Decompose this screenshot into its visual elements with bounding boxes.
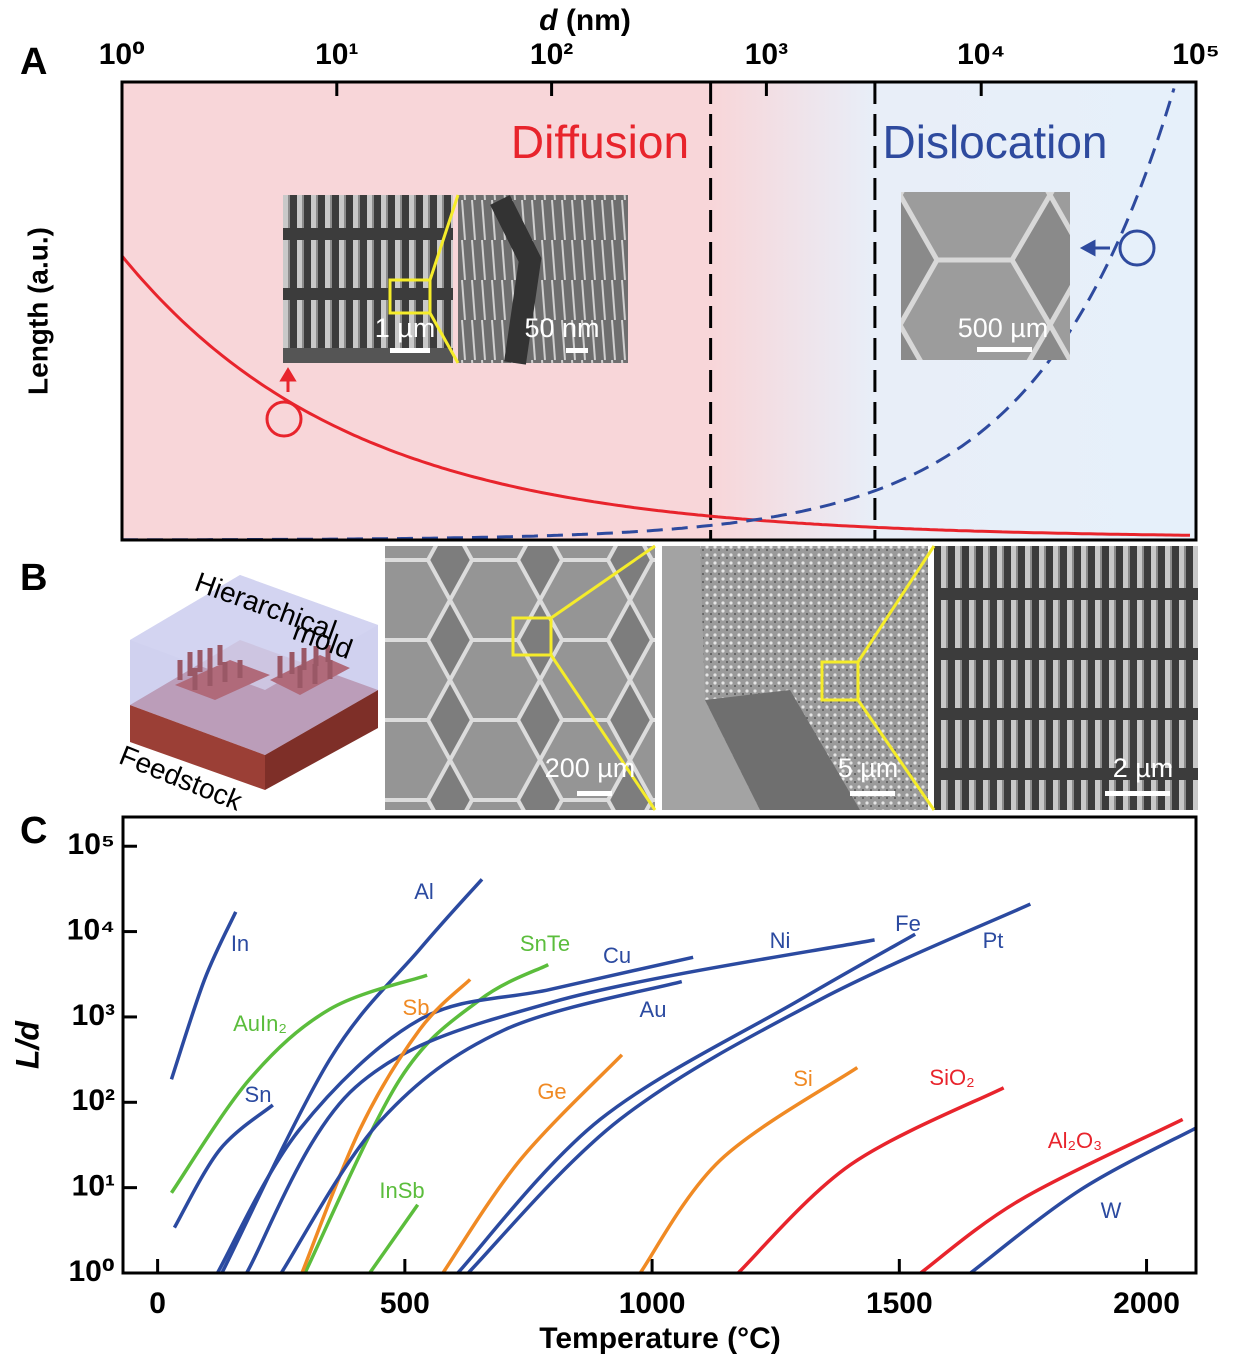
panel-label: C (20, 810, 47, 852)
scale-bar (390, 348, 430, 353)
series-line (222, 879, 482, 1273)
scale-bar-label: 2 µm (1113, 753, 1174, 783)
series-label: SiO₂ (929, 1065, 974, 1090)
x-axis-label: d (nm) (539, 4, 631, 37)
series-line (370, 1205, 418, 1273)
series-line (171, 975, 427, 1193)
x-tick-label: 10⁴ (957, 38, 1005, 71)
series-label: Fe (895, 911, 921, 936)
y-tick-label: 10¹ (72, 1170, 115, 1203)
series-label: In (231, 931, 249, 956)
x-tick-label: 10³ (745, 38, 788, 71)
series-line (171, 912, 235, 1079)
series-label: Ni (770, 928, 791, 953)
series-label: Sn (245, 1082, 272, 1107)
series-label: Au (640, 997, 667, 1022)
region-label: Diffusion (511, 116, 689, 168)
series-label: Al₂O₃ (1048, 1128, 1102, 1153)
series-line (217, 957, 693, 1273)
series-label: W (1101, 1198, 1122, 1223)
series-line (281, 982, 682, 1273)
y-tick-label: 10⁰ (68, 1255, 115, 1288)
scale-bar-label: 5 µm (838, 753, 899, 783)
y-tick-label: 10³ (72, 999, 115, 1032)
series-label: Cu (603, 943, 631, 968)
series-label: SnTe (520, 931, 570, 956)
x-tick-label: 10¹ (315, 38, 358, 71)
x-tick-label: 10⁵ (1172, 38, 1219, 71)
sem-images-b: 200 µm 5 µm 2 µm (385, 546, 1198, 810)
scale-bar (577, 791, 612, 796)
x-axis-label-unit: (nm) (566, 4, 631, 37)
series-label: Ge (537, 1079, 566, 1104)
x-tick-label: 500 (380, 1287, 430, 1320)
series-label: Sb (403, 995, 430, 1020)
x-axis-label-var: d (539, 4, 558, 37)
series-line (443, 1055, 622, 1273)
series-label: Pt (983, 928, 1004, 953)
y-tick-label: 10⁵ (68, 828, 115, 861)
scale-bar-label: 500 µm (958, 313, 1049, 343)
figure: 10⁰ 10¹ 10² 10³ 10⁴ 10⁵ A d (nm) Length (a.u.… (0, 0, 1237, 1361)
x-tick-label: 2000 (1113, 1287, 1180, 1320)
scale-bar-label: 200 µm (545, 753, 636, 783)
series-line (247, 940, 875, 1273)
scale-bar-label: 1 µm (375, 313, 436, 343)
region-label: Dislocation (883, 116, 1108, 168)
panel-c: 0 500 1000 1500 2000 10⁰ 10¹ 10² 10³ 10⁴ 10⁵ In Al Sn… (67, 828, 1196, 1320)
scale-bar-label: 50 nm (524, 313, 599, 343)
x-tick-label: 10⁰ (99, 38, 146, 71)
x-axis-label: Temperature (°C) (539, 1322, 780, 1355)
series-label: Si (793, 1066, 813, 1091)
x-tick-label: 1500 (866, 1287, 933, 1320)
series-label: Al (414, 879, 434, 904)
x-tick-label: 10² (530, 38, 573, 71)
panel-label: B (20, 557, 47, 599)
y-tick-label: 10⁴ (67, 914, 115, 947)
scale-bar (977, 347, 1032, 352)
series-label: InSb (379, 1178, 424, 1203)
y-tick-label: 10² (72, 1084, 115, 1117)
panel-label: A (20, 41, 47, 83)
x-tick-label: 0 (149, 1287, 166, 1320)
sem-inset-right: 500 µm (901, 192, 1070, 360)
scale-bar (1105, 791, 1170, 796)
x-tick-label: 1000 (619, 1287, 686, 1320)
scale-bar (566, 348, 588, 353)
y-axis-label: L/d (9, 1020, 45, 1069)
y-axis-label: Length (a.u.) (22, 227, 53, 395)
series-line (640, 1068, 857, 1273)
series-label: AuIn₂ (233, 1011, 287, 1036)
scale-bar (850, 791, 895, 796)
